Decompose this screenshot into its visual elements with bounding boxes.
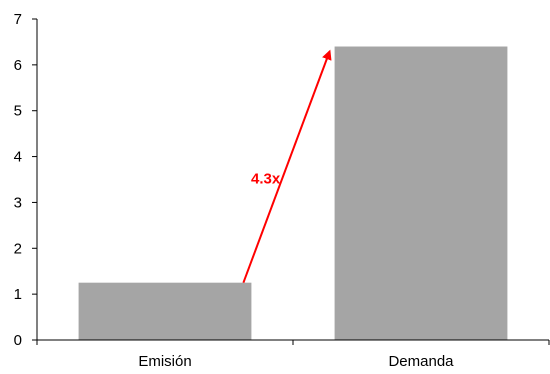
y-tick-label: 0: [14, 332, 22, 349]
annotation-arrow: [242, 49, 332, 284]
y-tick-label: 3: [14, 194, 22, 211]
x-category-label: Demanda: [388, 353, 454, 370]
y-tick-label: 7: [14, 11, 22, 28]
annotation-label: 4.3x: [251, 171, 281, 188]
bar-emisión: [78, 282, 252, 340]
bar-demanda: [334, 46, 508, 341]
y-tick-label: 4: [14, 149, 22, 166]
bars-layer: [78, 46, 508, 341]
y-tick-label: 6: [14, 57, 22, 74]
y-tick-label: 1: [14, 286, 22, 303]
labels-layer: 0 1 2 3 4 5 6 7 Emisión Demanda: [14, 11, 455, 370]
x-category-label: Emisión: [138, 353, 191, 370]
axes-layer: [32, 18, 550, 345]
y-tick-label: 2: [14, 240, 22, 257]
y-tick-label: 5: [14, 103, 22, 120]
annotation-layer: 4.3x: [242, 49, 332, 284]
